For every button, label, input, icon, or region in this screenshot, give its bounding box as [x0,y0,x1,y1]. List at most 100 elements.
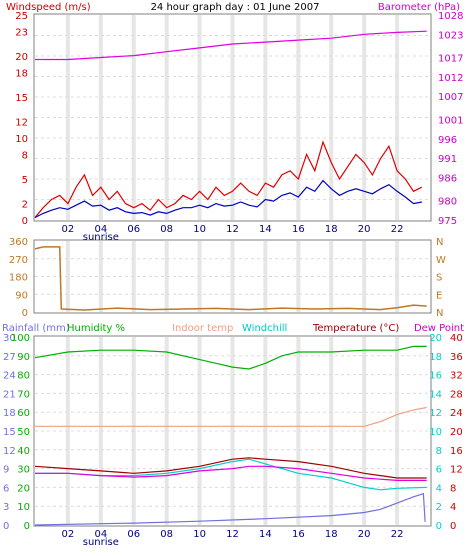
hour-tick-label: 14 [259,224,272,235]
dewpoint-tick-label: 14 [429,389,442,400]
windspeed-tick-label: 8 [22,150,28,161]
temperature-tick-label: 20 [450,427,463,438]
humidity-tick-label: 80 [17,371,30,382]
windspeed-tick-label: 2 [22,200,28,211]
legend-rainfall: Rainfall (mm) [2,323,70,334]
hour-gridline [164,241,169,312]
compass-tick-label: N [436,237,443,248]
barometer-tick-label: 986 [438,173,457,184]
legend-temperature: Temperature (°C) [312,323,399,334]
hour-gridline [296,241,301,312]
hour-tick-label: 20 [358,224,371,235]
humidity-tick-label: 30 [17,465,30,476]
sunrise-label: sunrise [83,232,119,243]
legend-humidity: Humidity % [67,323,125,334]
chart-title: 24 hour graph day : 01 June 2007 [151,2,320,13]
dewpoint-tick-label: 18 [429,352,442,363]
rainfall-tick-label: 21 [3,389,16,400]
hour-tick-label: 02 [62,224,75,235]
rainfall-tick-label: 27 [3,352,16,363]
windspeed-tick-label: 12 [15,118,28,129]
rainfall-tick-label: 9 [3,465,9,476]
dewpoint-tick-label: 10 [429,427,442,438]
rainfall-tick-label: 30 [3,333,16,344]
dew-point-line [35,465,427,481]
compass-tick-label: S [436,273,442,284]
compass-tick-label: N [436,308,443,319]
hour-tick-label: 08 [160,224,173,235]
hour-gridline [230,15,235,220]
hour-tick-label: 16 [292,529,305,540]
hour-gridline [362,15,367,220]
direction-tick-label: 270 [9,255,28,266]
windspeed-tick-label: 10 [15,134,28,145]
barometer-tick-label: 1012 [438,73,463,84]
hour-tick-label: 14 [259,529,272,540]
panel-temperature-grid [35,337,430,525]
direction-tick-label: 360 [9,237,28,248]
hour-tick-label: 02 [62,529,75,540]
hour-tick-label: 18 [325,224,338,235]
hour-gridline [362,337,367,525]
barometer-tick-label: 1028 [438,11,463,22]
barometer-tick-label: 1001 [438,115,463,126]
legend-windchill: Windchill [242,323,287,334]
humidity-tick-label: 0 [24,521,30,532]
windspeed-tick-label: 23 [15,27,28,38]
hour-tick-label: 10 [193,224,206,235]
hour-gridline [362,241,367,312]
temperature-tick-label: 28 [450,389,463,400]
panel-temperature-series [34,345,427,526]
hour-gridline [98,337,103,525]
legend-dew-point: Dew Point [414,323,464,334]
hour-gridline [296,337,301,525]
dewpoint-tick-label: 16 [429,371,442,382]
hour-tick-label: 04 [94,224,107,235]
temperature-tick-label: 32 [450,371,463,382]
temperature-tick-label: 40 [450,333,463,344]
rainfall-tick-label: 24 [3,371,16,382]
windspeed-tick-label: 25 [15,11,28,22]
temperature-tick-label: 0 [450,521,456,532]
humidity-tick-label: 70 [17,389,30,400]
rainfall-tick-label: 18 [3,408,16,419]
rainfall-tick-label: 15 [3,427,16,438]
humidity-tick-label: 10 [17,502,30,513]
humidity-line [34,345,427,370]
barometer-tick-label: 996 [438,135,457,146]
hour-tick-label: 16 [292,224,305,235]
barometer-tick-label: 1017 [438,54,463,65]
windchill-line [35,458,427,491]
rainfall-tick-label: 6 [3,483,9,494]
hour-gridline [230,337,235,525]
barometer-tick-label: 1023 [438,30,463,41]
barometer-tick-label: 980 [438,197,457,208]
windspeed-tick-label: 0 [22,216,28,227]
barometer-axis-title: Barometer (hPa) [378,2,460,13]
barometer-tick-label: 1007 [438,92,463,103]
rainfall-tick-label: 3 [3,502,9,513]
panel-direction-series [34,246,427,311]
dewpoint-tick-label: 12 [429,408,442,419]
windspeed-tick-label: 18 [15,68,28,79]
humidity-tick-label: 20 [17,483,30,494]
windspeed-tick-label: 20 [15,52,28,63]
hour-tick-label: 04 [94,529,107,540]
hour-tick-label: 18 [325,529,338,540]
windspeed-axis-title: Windspeed (m/s) [6,2,91,13]
dewpoint-tick-label: 4 [436,483,442,494]
compass-tick-label: E [436,290,442,301]
hour-tick-label: 12 [226,224,239,235]
barometer-tick-label: 975 [438,216,457,227]
hour-tick-label: 20 [358,529,371,540]
rainfall-tick-label: 12 [3,446,16,457]
temperature-tick-label: 24 [450,408,463,419]
barometer-tick-label: 991 [438,154,457,165]
hour-tick-label: 06 [127,529,140,540]
legend-indoor-temp: Indoor temp [172,323,233,334]
temperature-tick-label: 16 [450,446,463,457]
hour-tick-label: 06 [127,224,140,235]
rainfall-tick-label: 0 [3,521,9,532]
hour-tick-label: 12 [226,529,239,540]
